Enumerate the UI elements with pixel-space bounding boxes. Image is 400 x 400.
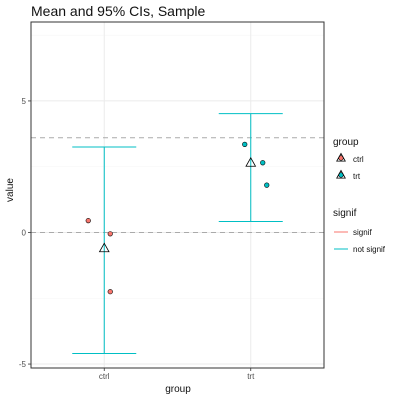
legend-signif-title: signif: [333, 208, 357, 219]
y-tick-label: 0: [22, 228, 27, 237]
legend-signif: signif signif not signif: [333, 208, 386, 254]
legend-label-trt: trt: [353, 172, 361, 181]
x-tick-label: trt: [247, 372, 255, 381]
legend-label-not-signif: not signif: [353, 245, 386, 254]
data-point-ctrl: [108, 232, 113, 237]
y-axis-title: value: [5, 178, 16, 202]
legend-label-signif: signif: [353, 228, 372, 237]
x-tick-label: ctrl: [99, 372, 110, 381]
plot-panel: [28, 22, 324, 371]
legend-group: group ctrl trt: [333, 137, 364, 181]
legend-group-keys: [337, 154, 346, 179]
panel-background: [31, 22, 324, 368]
chart-title: Mean and 95% CIs, Sample: [31, 3, 206, 19]
data-point-ctrl: [86, 218, 91, 223]
y-tick-label: -5: [19, 360, 27, 369]
data-point-trt: [260, 160, 265, 165]
data-point-ctrl: [108, 289, 113, 294]
data-point-trt: [264, 183, 269, 188]
y-tick-label: 5: [22, 97, 27, 106]
data-point-trt: [242, 142, 247, 147]
legend-group-title: group: [333, 137, 359, 148]
x-axis-title: group: [165, 384, 191, 395]
legend-label-ctrl: ctrl: [353, 155, 364, 164]
